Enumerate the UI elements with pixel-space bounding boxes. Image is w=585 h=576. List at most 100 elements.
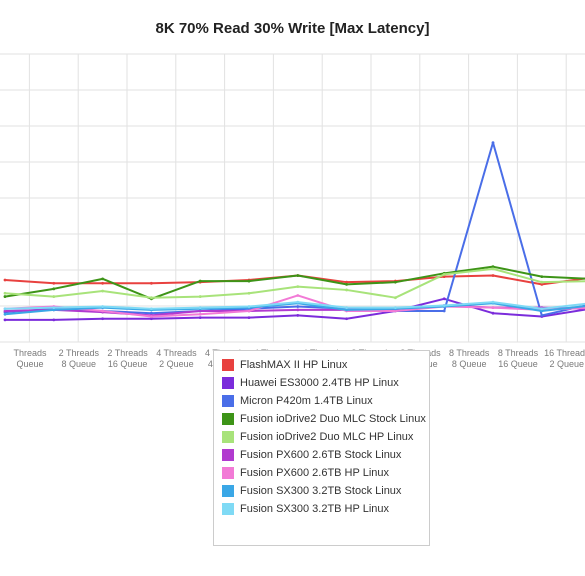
- data-point: [345, 306, 348, 310]
- legend-item[interactable]: Fusion SX300 3.2TB Stock Linux: [222, 482, 429, 500]
- data-point: [491, 267, 495, 271]
- legend-item[interactable]: Fusion SX300 3.2TB HP Linux: [222, 500, 429, 518]
- data-point: [247, 305, 251, 308]
- legend-label: Huawei ES3000 2.4TB HP Linux: [240, 377, 399, 389]
- data-point: [442, 304, 446, 307]
- series-line-3: [4, 141, 585, 317]
- legend-label: Fusion ioDrive2 Duo MLC Stock Linux: [240, 413, 426, 425]
- data-point: [540, 283, 544, 286]
- data-point: [3, 312, 7, 316]
- legend-swatch: [222, 503, 234, 515]
- data-point: [150, 315, 153, 318]
- data-point: [101, 305, 104, 308]
- legend-swatch: [222, 467, 234, 479]
- data-point: [442, 275, 446, 279]
- data-point: [3, 307, 7, 311]
- data-point: [491, 141, 495, 145]
- data-point: [247, 279, 251, 283]
- data-point: [101, 277, 104, 281]
- data-point: [3, 278, 7, 282]
- data-point: [247, 316, 251, 320]
- data-point: [540, 307, 544, 311]
- data-point: [540, 314, 544, 317]
- data-point: [345, 280, 348, 284]
- legend-label: Fusion PX600 2.6TB HP Linux: [240, 467, 389, 479]
- data-point: [150, 311, 153, 315]
- x-tick-label: 8 Queue: [452, 359, 487, 369]
- legend-item[interactable]: FlashMAX II HP Linux: [222, 356, 429, 374]
- data-point: [198, 316, 202, 320]
- data-point: [394, 306, 397, 310]
- data-point: [3, 309, 7, 313]
- data-point: [3, 291, 7, 295]
- data-point: [52, 308, 56, 312]
- data-point: [491, 300, 495, 304]
- legend-swatch: [222, 431, 234, 443]
- legend-label: Fusion PX600 2.6TB Stock Linux: [240, 449, 402, 461]
- x-tick-label: 8 Threads: [498, 348, 539, 358]
- data-point: [3, 295, 7, 298]
- data-point: [101, 289, 104, 293]
- legend-label: Fusion SX300 3.2TB HP Linux: [240, 503, 389, 515]
- legend-item[interactable]: Huawei ES3000 2.4TB HP Linux: [222, 374, 429, 392]
- x-tick-label: 8 Threads: [449, 348, 490, 358]
- x-tick-label: 4 Threads: [156, 348, 197, 358]
- data-point: [296, 300, 300, 304]
- x-tick-label: 16 Queue: [108, 359, 148, 369]
- x-tick-label: Threads: [13, 348, 47, 358]
- data-point: [101, 309, 104, 313]
- legend-swatch: [222, 377, 234, 389]
- data-point: [394, 280, 397, 284]
- data-point: [3, 318, 7, 322]
- legend-item[interactable]: Fusion PX600 2.6TB HP Linux: [222, 464, 429, 482]
- x-tick-label: 2 Queue: [159, 359, 194, 369]
- series-line-1: [4, 274, 585, 286]
- data-point: [247, 309, 251, 313]
- data-point: [198, 279, 202, 283]
- data-point: [296, 305, 300, 308]
- data-point: [150, 317, 153, 321]
- data-point: [296, 294, 300, 297]
- legend-label: FlashMAX II HP Linux: [240, 359, 348, 371]
- data-point: [150, 281, 153, 285]
- chart-legend: FlashMAX II HP Linux Huawei ES3000 2.4TB …: [213, 350, 430, 546]
- legend-swatch: [222, 395, 234, 407]
- x-tick-label: 2 Threads: [107, 348, 148, 358]
- data-point: [150, 296, 153, 300]
- data-point: [540, 275, 544, 279]
- legend-item[interactable]: Fusion ioDrive2 Duo MLC HP Linux: [222, 428, 429, 446]
- data-point: [491, 265, 495, 269]
- chart-title: 8K 70% Read 30% Write [Max Latency]: [155, 20, 430, 37]
- data-point: [52, 295, 56, 298]
- legend-item[interactable]: Fusion PX600 2.6TB Stock Linux: [222, 446, 429, 464]
- data-point: [296, 314, 300, 317]
- data-point: [198, 312, 202, 316]
- data-point: [296, 274, 300, 277]
- x-tick-label: 2 Queue: [550, 359, 585, 369]
- legend-swatch: [222, 359, 234, 371]
- data-point: [442, 297, 446, 301]
- data-point: [198, 306, 202, 310]
- legend-item[interactable]: Micron P420m 1.4TB Linux: [222, 392, 429, 410]
- data-point: [442, 309, 446, 313]
- data-point: [394, 309, 397, 313]
- data-point: [442, 273, 446, 276]
- x-tick-label: Queue: [16, 359, 43, 369]
- data-point: [394, 296, 397, 300]
- data-point: [198, 295, 202, 298]
- data-point: [491, 274, 495, 277]
- x-tick-label: 16 Queue: [498, 359, 538, 369]
- data-point: [540, 309, 544, 313]
- data-point: [296, 308, 300, 312]
- data-point: [52, 281, 56, 285]
- legend-label: Micron P420m 1.4TB Linux: [240, 395, 373, 407]
- legend-item[interactable]: Fusion ioDrive2 Duo MLC Stock Linux: [222, 410, 429, 428]
- data-point: [345, 317, 348, 321]
- data-point: [150, 307, 153, 311]
- data-point: [52, 306, 56, 310]
- data-point: [247, 291, 251, 295]
- data-point: [101, 281, 104, 285]
- data-point: [296, 285, 300, 289]
